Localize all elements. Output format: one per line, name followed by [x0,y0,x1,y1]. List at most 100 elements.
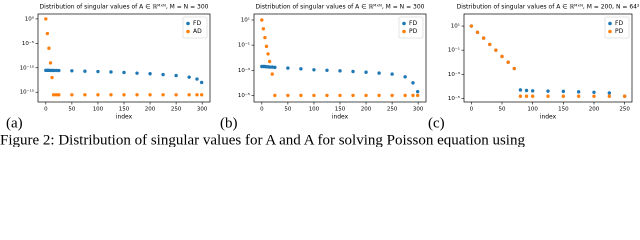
point [174,73,178,78]
point [264,44,269,49]
point [299,67,303,71]
point [267,59,272,64]
legend-label: FD [409,20,417,27]
x-tick-label: 200 [361,107,372,113]
x-tick-label: 250 [171,107,182,113]
point [266,52,270,56]
point [351,93,355,98]
point [364,70,368,74]
legend-label: PD [409,28,418,35]
y-tick-label: 10⁻³ [448,71,460,78]
y-tick-label: 10⁻¹ [238,42,250,49]
point [524,94,529,98]
y-tick-label: 10⁻⁵ [22,40,34,47]
x-tick-label: 150 [119,107,130,113]
point [494,48,498,52]
point [546,89,550,93]
point [403,93,407,98]
chart-title: Distribution of singular values of A ∈ ℝ… [457,4,640,11]
x-tick-label: 250 [387,107,398,113]
legend-marker [608,29,612,34]
x-tick-label: 150 [558,107,569,113]
point [273,93,277,98]
point [518,88,523,92]
legend-marker [186,29,190,34]
point [109,93,113,97]
point [377,71,381,75]
x-tick-label: 0 [260,107,264,113]
point [469,24,474,28]
x-axis-label: index [540,114,557,121]
point [415,89,420,94]
x-tick-label: 150 [335,107,346,113]
panel-label: (a) [6,115,23,131]
point [135,93,139,97]
point [273,65,277,70]
x-tick-label: 50 [499,107,506,113]
x-tick-label: 50 [68,107,75,113]
point [51,93,56,97]
point [54,93,58,97]
point [325,68,329,72]
point [51,68,56,73]
x-tick-label: 0 [44,107,48,113]
y-tick-label: 10⁻⁵ [448,95,460,102]
legend-marker [402,29,406,34]
point [199,93,204,97]
y-tick-label: 10⁻¹⁰ [20,64,35,71]
point [199,80,204,85]
caption: Figure 2: Distribution of singular value… [0,132,525,147]
x-tick-label: 0 [470,107,474,113]
point [299,93,303,98]
point [607,91,612,95]
y-tick-label: 10¹ [241,16,250,23]
panel-label: (b) [220,115,238,131]
x-axis-label: index [116,114,133,121]
x-tick-label: 250 [619,107,630,113]
point [286,93,290,98]
point [415,93,420,98]
point [512,66,516,71]
x-tick-label: 100 [527,107,538,113]
chart-title: Distribution of singular values of A ∈ ℝ… [256,4,425,11]
point [270,72,274,76]
point [270,65,274,69]
point [576,94,581,98]
y-tick-label: 10⁻³ [238,67,250,74]
point [312,93,316,98]
point [187,93,191,97]
point [54,68,58,73]
point [286,66,290,70]
point [364,93,368,98]
point [530,94,535,98]
y-tick-label: 10⁻⁵ [238,92,250,99]
point [506,60,510,64]
y-tick-label: 10⁻¹ [448,47,460,54]
point [561,89,566,94]
y-tick-label: 10⁻¹⁵ [20,89,34,96]
point [561,94,566,98]
legend-label: AD [193,28,202,35]
x-tick-label: 300 [413,107,424,113]
point [260,18,264,22]
point [325,93,329,98]
point [403,75,407,79]
plot-frame [463,13,633,103]
point [377,93,381,98]
point [148,72,152,76]
point [83,69,87,73]
point [592,90,596,94]
point [96,69,100,74]
chart-title: Distribution of singular values of A ∈ ℝ… [40,4,209,11]
point [195,77,199,81]
point [109,70,113,74]
x-axis-label: index [332,114,349,121]
y-tick-label: 10¹ [451,23,460,30]
legend-marker [608,21,612,26]
point [161,93,165,97]
x-tick-label: 100 [309,107,320,113]
point [530,89,535,93]
point [411,81,415,85]
point [338,93,342,98]
legend-marker [402,21,406,26]
